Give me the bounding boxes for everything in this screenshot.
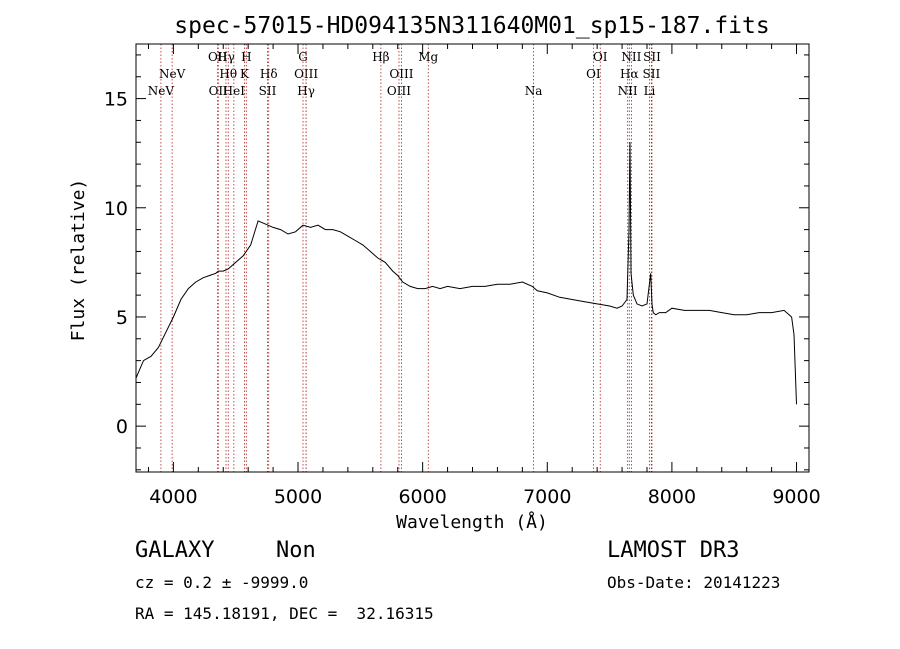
x-tick-label: 6000 <box>398 486 446 508</box>
x-tick-label: 4000 <box>149 486 197 508</box>
line-label: SII <box>259 84 277 98</box>
line-label: NII <box>621 50 641 64</box>
line-label: Hβ <box>372 50 389 64</box>
line-label: Mg <box>418 50 438 64</box>
plot-frame <box>135 43 810 473</box>
line-label: OI <box>593 50 608 64</box>
line-label: Hα <box>620 67 639 81</box>
line-label: H <box>241 50 251 64</box>
obs-date: Obs-Date: 20141223 <box>607 573 781 592</box>
line-label: K <box>240 67 250 81</box>
line-label: OI <box>586 67 601 81</box>
line-label: Hδ <box>260 67 278 81</box>
line-label: HeI <box>223 84 246 98</box>
line-label: OIII <box>389 67 413 81</box>
line-label: OII <box>209 84 229 98</box>
line-label: OIII <box>387 84 411 98</box>
spectrum-line <box>135 142 797 405</box>
object-subclass: Non <box>276 538 316 563</box>
line-label: G <box>298 50 308 64</box>
line-label: OII <box>208 50 228 64</box>
line-label: SII <box>642 67 660 81</box>
coordinates: RA = 145.18191, DEC = 32.16315 <box>135 604 434 623</box>
line-label: SII <box>643 50 661 64</box>
y-tick-label: 10 <box>104 198 128 220</box>
survey-label: LAMOST DR3 <box>607 538 740 563</box>
line-label: NeV <box>148 84 175 98</box>
line-label: Hγ <box>217 50 235 64</box>
x-axis-title: Wavelength (Å) <box>396 511 548 533</box>
line-label: Na <box>525 84 543 98</box>
y-tick-label: 15 <box>104 89 128 111</box>
y-axis-title: Flux (relative) <box>68 179 89 342</box>
object-class: GALAXY <box>135 538 215 563</box>
x-tick-label: 7000 <box>523 486 571 508</box>
line-label: NII <box>618 84 638 98</box>
axis-ticks: 4000 5000 6000 7000 8000 9000 0 5 10 15 <box>104 44 821 508</box>
chart-title: spec-57015-HD094135N311640M01_sp15-187.f… <box>174 13 769 39</box>
y-tick-label: 5 <box>116 307 128 329</box>
x-tick-label: 5000 <box>274 486 322 508</box>
spectrum-series <box>135 142 797 405</box>
redshift-readout: cz = 0.2 ± -9999.0 <box>135 573 309 592</box>
x-tick-label: 8000 <box>648 486 696 508</box>
line-label: Hγ <box>297 84 315 98</box>
x-tick-label: 9000 <box>772 486 820 508</box>
y-tick-label: 0 <box>116 416 128 438</box>
line-label: Hθ <box>219 67 237 81</box>
line-label: NeV <box>159 67 186 81</box>
line-label: Li <box>644 84 656 98</box>
line-label: OIII <box>294 67 318 81</box>
